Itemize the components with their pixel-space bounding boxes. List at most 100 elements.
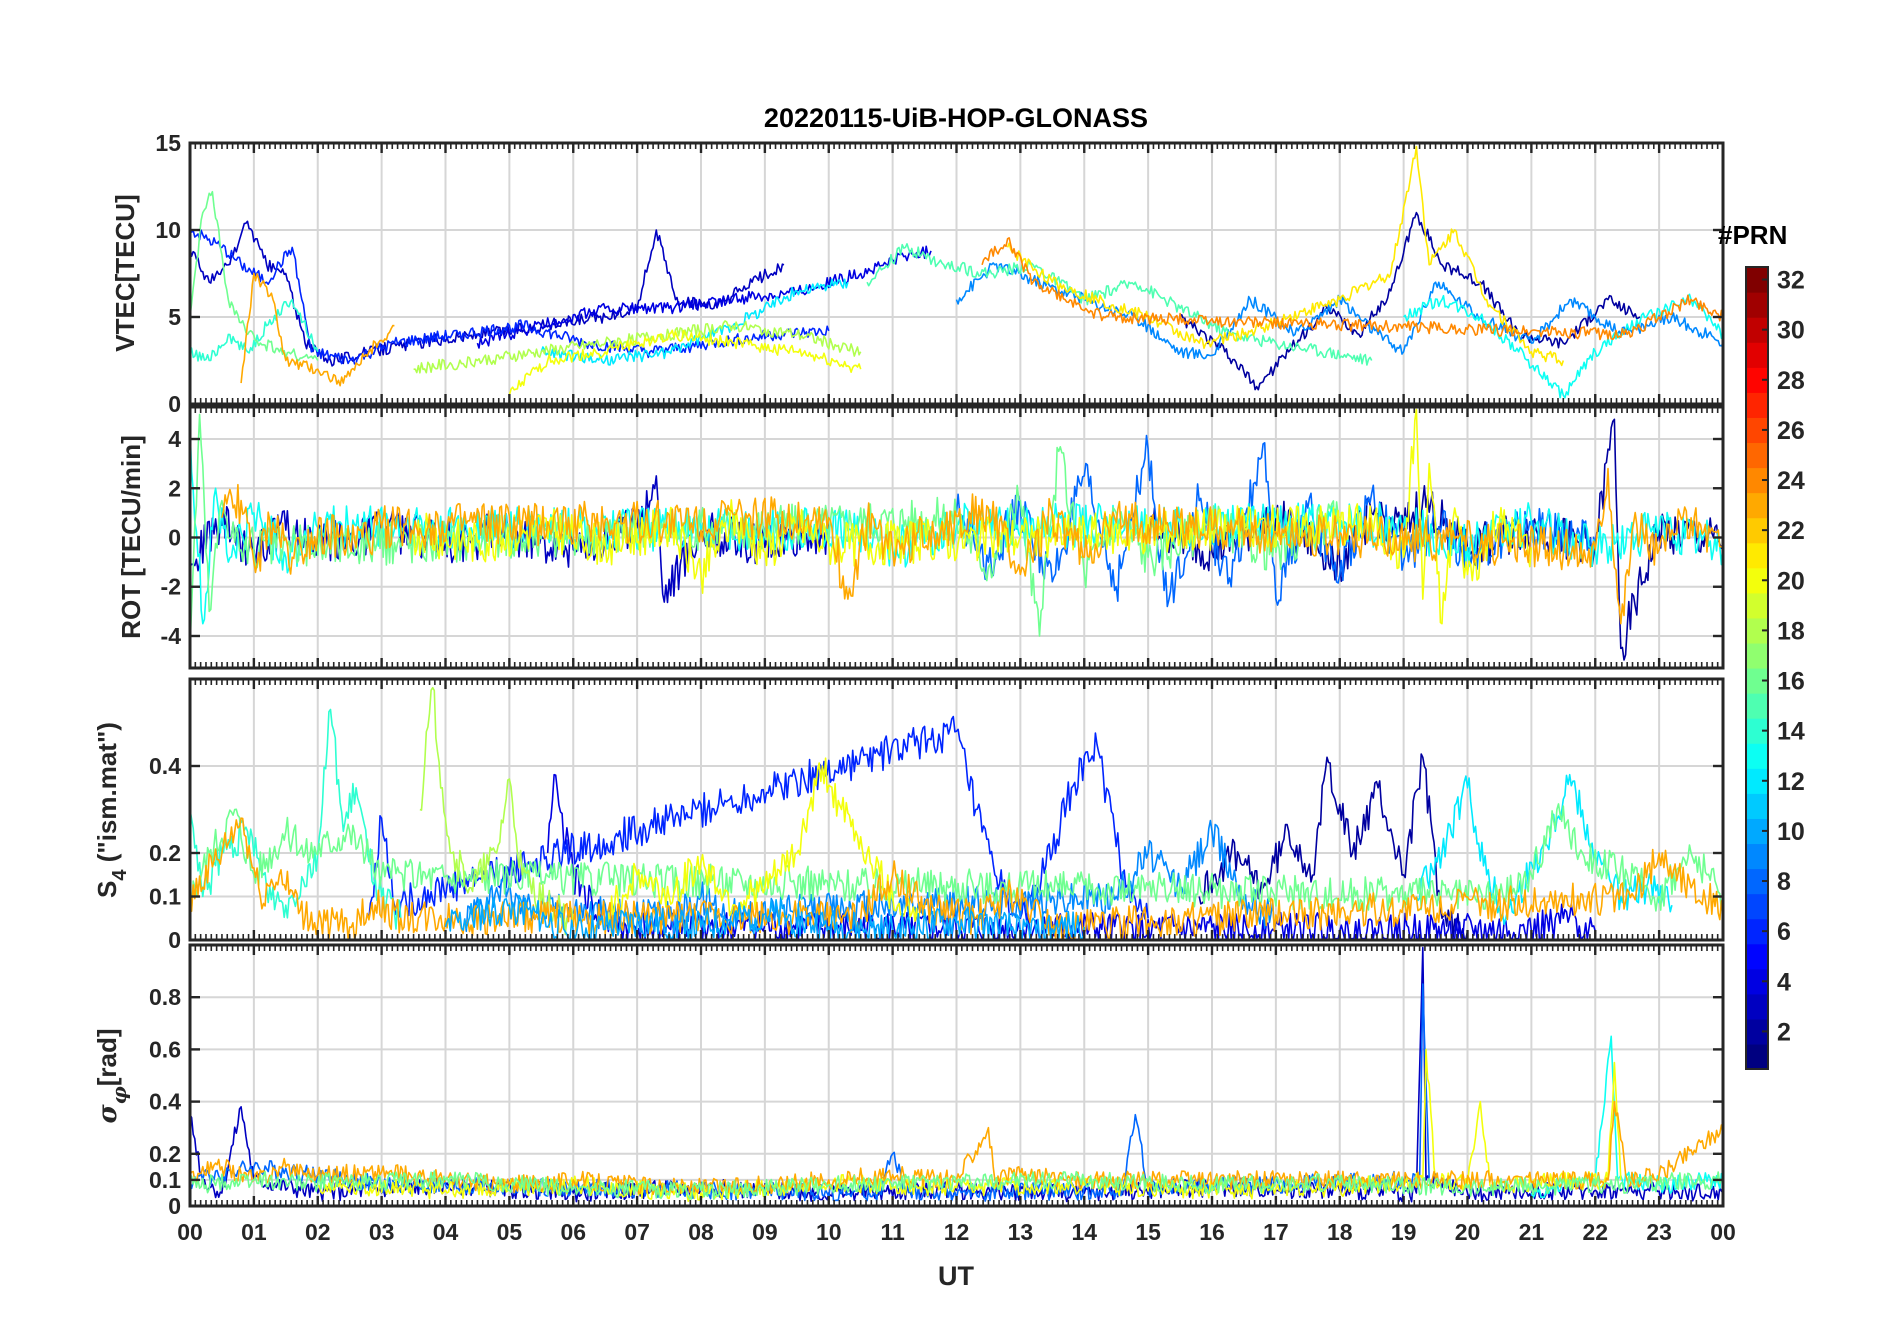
s4-y-tick-label: 0.2 xyxy=(149,840,181,866)
colorbar-tick-label: 22 xyxy=(1777,517,1805,545)
x-tick-label: 22 xyxy=(1582,1219,1608,1245)
colorbar-frame xyxy=(1745,266,1769,1070)
s4-y-axis-label: S4 ("ism.mat") xyxy=(92,722,131,898)
s4-trace-prn-23 xyxy=(190,817,1723,940)
vtec-trace-prn-16 xyxy=(190,190,319,362)
colorbar-tick-label: 26 xyxy=(1777,417,1805,445)
sigma-ticks: 0.8 0.6 0.4 0.20.10 xyxy=(149,945,1725,1219)
s4-trace-prn-20 xyxy=(604,757,926,929)
x-axis-label: UT xyxy=(938,1261,974,1291)
x-tick-label: 02 xyxy=(305,1219,331,1245)
colorbar: 32 30 28 26 24 22 20 18 16 14 12 10 8 6 4 2 #PRN xyxy=(1718,220,1805,1070)
colorbar-tick-label: 6 xyxy=(1777,918,1791,946)
colorbar-tick-label: 30 xyxy=(1777,317,1805,345)
s4-y-tick-label: 0 xyxy=(168,927,181,953)
vtec-trace-prn-2 xyxy=(1179,211,1641,391)
colorbar-tick-label: 28 xyxy=(1777,367,1805,395)
vtec-trace-prn-21 xyxy=(1006,145,1565,367)
vtec-trace-prn-24 xyxy=(981,237,1723,341)
colorbar-ticks: 32 30 28 26 24 22 20 18 16 14 12 10 8 6 4 2 xyxy=(1762,267,1805,1046)
panel-sigma: 0.8 0.6 0.4 0.20.10 σφ[rad] xyxy=(92,943,1725,1219)
sigma-y-tick-label: 0.6 xyxy=(149,1036,181,1062)
x-tick-label: 10 xyxy=(816,1219,842,1245)
sigma-trace-prn-16 xyxy=(190,1170,1723,1200)
x-tick-label: 00 xyxy=(1710,1219,1736,1245)
colorbar-tick-label: 10 xyxy=(1777,818,1805,846)
colorbar-segment xyxy=(1746,843,1768,870)
sigma-grid xyxy=(189,945,1724,1207)
colorbar-segment xyxy=(1746,592,1768,619)
colorbar-segment xyxy=(1746,743,1768,769)
chart-title: 20220115-UiB-HOP-GLONASS xyxy=(764,103,1148,133)
colorbar-segment xyxy=(1746,1018,1768,1045)
colorbar-tick-label: 24 xyxy=(1777,467,1805,495)
colorbar-segment xyxy=(1746,793,1768,819)
vtec-y-axis-label: VTEC[TECU] xyxy=(110,194,140,351)
vtec-traces xyxy=(190,145,1723,399)
colorbar-segment xyxy=(1746,492,1768,519)
x-tick-label: 11 xyxy=(880,1219,905,1245)
x-tick-label: 01 xyxy=(241,1219,267,1245)
x-tick-label: 18 xyxy=(1327,1219,1353,1245)
sigma-trace-prn-8 xyxy=(190,983,1430,1202)
colorbar-segment xyxy=(1746,668,1768,694)
panel-s4: 0.4 0.2 0.1 0 S4 ("ism.mat") xyxy=(92,677,1725,953)
x-tick-label: 13 xyxy=(1008,1219,1034,1245)
rot-y-tick-label: -2 xyxy=(161,574,181,600)
colorbar-segment xyxy=(1746,617,1768,644)
x-tick-label: 03 xyxy=(369,1219,395,1245)
s4-traces xyxy=(190,686,1723,940)
x-tick-label: 17 xyxy=(1263,1219,1289,1245)
s4-ticks: 0.4 0.2 0.1 0 xyxy=(149,679,1725,953)
s4-trace-prn-10 xyxy=(444,894,1086,940)
vtec-trace-prn-14 xyxy=(190,298,319,362)
panel-rot: 4 2 0 -2 -4 ROT [TECU/min] xyxy=(116,405,1725,670)
colorbar-segment xyxy=(1746,642,1768,669)
x-tick-label: 16 xyxy=(1199,1219,1225,1245)
x-tick-label: 21 xyxy=(1519,1219,1545,1245)
x-tick-label: 05 xyxy=(497,1219,523,1245)
rot-y-tick-label: 2 xyxy=(168,475,181,501)
sigma-y-tick-label: 0.8 xyxy=(149,984,181,1010)
rot-y-tick-label: 0 xyxy=(168,525,181,551)
colorbar-segment xyxy=(1746,342,1768,368)
s4-y-tick-label: 0.4 xyxy=(149,753,181,779)
colorbar-tick-label: 18 xyxy=(1777,617,1805,645)
colorbar-segment xyxy=(1746,267,1768,293)
colorbar-segment xyxy=(1746,943,1768,970)
s4-trace-prn-16 xyxy=(190,803,1723,912)
rot-y-tick-label: 4 xyxy=(168,426,181,452)
x-tick-label: 06 xyxy=(560,1219,586,1245)
colorbar-segment xyxy=(1746,1043,1768,1070)
colorbar-tick-label: 2 xyxy=(1777,1018,1791,1046)
colorbar-segment xyxy=(1746,392,1768,418)
sigma-y-tick-label: 0 xyxy=(168,1193,181,1219)
colorbar-segment xyxy=(1746,893,1768,920)
colorbar-tick-label: 20 xyxy=(1777,567,1805,595)
colorbar-segment xyxy=(1746,718,1768,744)
vtec-trace-prn-23 xyxy=(240,272,395,387)
vtec-ticks: 15 10 5 0 xyxy=(155,130,1725,417)
vtec-trace-prn-18 xyxy=(413,320,862,374)
rot-trace-prn-16 xyxy=(190,413,1341,649)
x-tick-label: 14 xyxy=(1071,1219,1097,1245)
colorbar-segment xyxy=(1746,292,1768,318)
colorbar-segment xyxy=(1746,968,1768,995)
vtec-trace-prn-13 xyxy=(1403,293,1723,399)
sigma-trace-prn-13 xyxy=(1530,1035,1723,1199)
vtec-trace-prn-12 xyxy=(540,278,849,366)
x-tick-label: 23 xyxy=(1646,1219,1672,1245)
colorbar-tick-label: 32 xyxy=(1777,267,1805,295)
sigma-y-tick-label: 0.1 xyxy=(149,1167,181,1193)
vtec-trace-prn-20 xyxy=(508,329,862,396)
sigma-y-tick-label: 0.4 xyxy=(149,1089,181,1115)
colorbar-segment xyxy=(1746,417,1768,444)
vtec-y-tick-label: 5 xyxy=(168,304,181,330)
rot-y-tick-label: -4 xyxy=(161,623,182,649)
colorbar-segment xyxy=(1746,693,1768,719)
colorbar-segment xyxy=(1746,517,1768,544)
x-tick-label: 08 xyxy=(688,1219,714,1245)
sigma-y-tick-label: 0.2 xyxy=(149,1141,181,1167)
vtec-y-tick-label: 0 xyxy=(168,391,181,417)
